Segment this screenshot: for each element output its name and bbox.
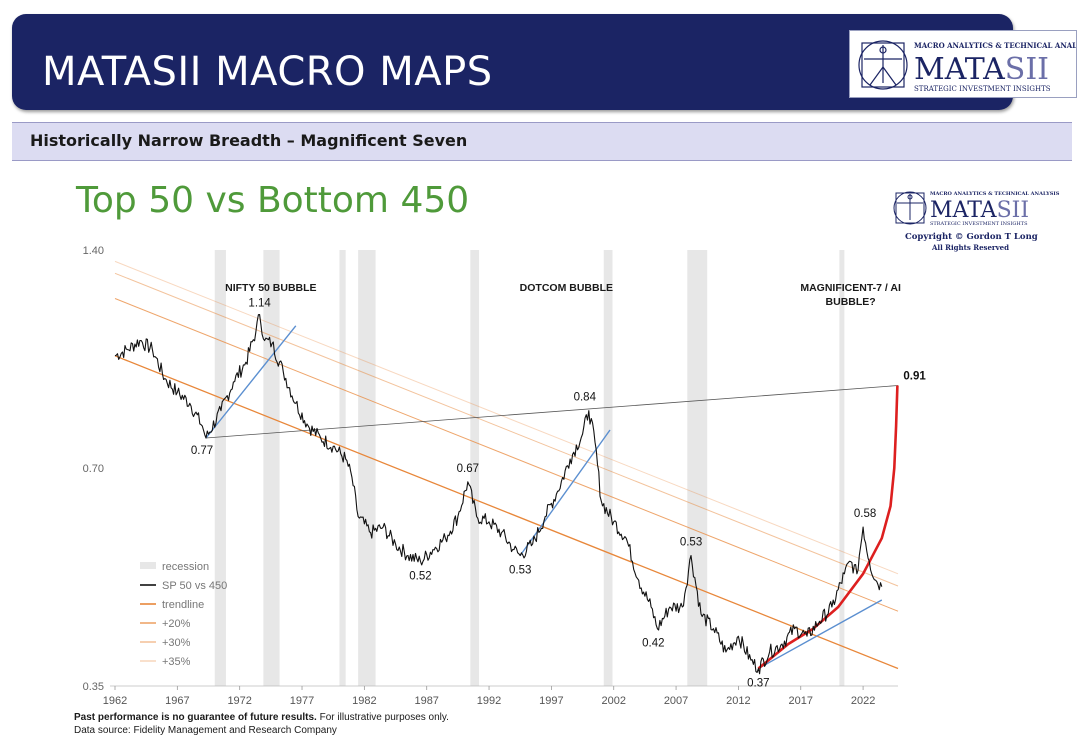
parabolic-curve	[757, 385, 899, 670]
app-title: MATASII MACRO MAPS	[42, 49, 493, 95]
annotation-text: MAGNIFICENT-7 / AI	[800, 282, 901, 294]
recession-band	[687, 250, 708, 686]
data-label: 0.67	[457, 463, 479, 475]
x-tick-label: 1987	[414, 695, 438, 707]
data-label: 0.58	[854, 508, 876, 520]
y-tick-label: 0.35	[83, 681, 104, 693]
x-tick-label: 2022	[851, 695, 875, 707]
recession-band	[339, 250, 346, 686]
footer-disclaimer: Past performance is no guarantee of futu…	[74, 712, 449, 723]
annotation-text: DOTCOM BUBBLE	[520, 282, 613, 294]
y-tick-label: 0.70	[83, 463, 104, 475]
header-banner: MATASII MACRO MAPS	[12, 14, 1013, 110]
annotation-text: BUBBLE?	[826, 296, 876, 308]
svg-text:MATASII: MATASII	[914, 52, 1049, 87]
chart-logo-rights: All Rights Reserved	[931, 243, 1009, 252]
chart-logo-copyright: Copyright © Gordon T Long	[905, 232, 1038, 242]
subheader-bar: Historically Narrow Breadth – Magnificen…	[12, 122, 1072, 161]
trendline-20	[114, 298, 899, 612]
svg-text:MATASII: MATASII	[930, 198, 1029, 223]
x-tick-label: 1972	[227, 695, 251, 707]
matasii-logo: MACRO ANALYTICS & TECHNICAL ANALYSIS MAT…	[858, 40, 1082, 93]
logo-tagline: STRATEGIC INVESTMENT INSIGHTS	[914, 85, 1051, 93]
vitruvian-icon	[858, 40, 908, 90]
connector-line	[205, 385, 899, 439]
trendline-35	[114, 260, 899, 575]
data-label: 1.14	[248, 298, 271, 310]
footer-disclaimer-rest: For illustrative purposes only.	[316, 712, 449, 723]
x-tick-label: 1962	[103, 695, 127, 707]
trendline-30	[114, 272, 899, 587]
data-label: 0.53	[680, 536, 702, 548]
data-labels: 1.14 0.77 0.52 0.67 0.53 0.84 0.53 0.42 0.37 0.58…	[191, 298, 927, 690]
footer-disclaimer-bold: Past performance is no guarantee of futu…	[74, 712, 317, 723]
chart-logo-brand-light: SII	[997, 198, 1029, 223]
trendline-trendline	[114, 355, 899, 670]
logo-brand-dark: MATA	[914, 52, 1005, 87]
x-tick-label: 2017	[789, 695, 813, 707]
x-tick-label: 1977	[290, 695, 314, 707]
legend-label: trendline	[162, 599, 204, 611]
bubble-trendline	[519, 429, 611, 556]
legend-label: SP 50 vs 450	[162, 580, 227, 592]
chart-overlays	[205, 325, 899, 670]
chart-legend: recession SP 50 vs 450 trendline +20% +30% +3…	[140, 561, 227, 668]
bubble-trendline	[758, 599, 883, 670]
chart-logo-top-line: MACRO ANALYTICS & TECHNICAL ANALYSIS	[930, 191, 1060, 197]
legend-label: recession	[162, 561, 209, 573]
data-label: 0.53	[509, 564, 531, 576]
recession-band	[603, 250, 613, 686]
bubble-trendline	[205, 325, 297, 439]
data-label: 0.42	[642, 638, 664, 650]
x-tick-label: 2007	[664, 695, 688, 707]
x-tick-label: 1997	[539, 695, 563, 707]
logo-brand-light: SII	[1005, 52, 1049, 87]
legend-label: +35%	[162, 656, 191, 668]
x-tick-label: 1992	[477, 695, 501, 707]
logo-top-line: MACRO ANALYTICS & TECHNICAL ANALYSIS	[914, 41, 1076, 50]
x-tick-label: 1967	[165, 695, 189, 707]
data-label: 0.84	[574, 392, 597, 404]
recession-band	[263, 250, 280, 686]
footer-source: Data source: Fidelity Management and Res…	[74, 725, 337, 736]
chart-logo-tagline: STRATEGIC INVESTMENT INSIGHTS	[930, 221, 1028, 227]
recession-band	[839, 250, 845, 686]
data-label: 0.77	[191, 445, 213, 457]
data-label: 0.91	[903, 370, 926, 382]
recession-bands	[214, 250, 845, 686]
header-logo: MACRO ANALYTICS & TECHNICAL ANALYSIS MAT…	[849, 30, 1082, 98]
series-layer	[114, 314, 883, 675]
x-tick-label: 2002	[601, 695, 625, 707]
chart-axes: 1.40 0.70 0.35 1962 1967 1972 1977 1982 1987 1992…	[83, 245, 898, 707]
recession-band	[358, 250, 376, 686]
legend-swatch	[140, 562, 156, 569]
series-line-sp50-vs-450	[114, 314, 883, 675]
recession-band	[470, 250, 480, 686]
recession-band	[214, 250, 226, 686]
legend-label: +20%	[162, 618, 191, 630]
legend-label: +30%	[162, 637, 191, 649]
subheader-title: Historically Narrow Breadth – Magnificen…	[30, 131, 468, 150]
annotations: NIFTY 50 BUBBLE DOTCOM BUBBLE MAGNIFICENT-…	[225, 282, 901, 308]
x-tick-label: 2012	[726, 695, 750, 707]
x-tick-label: 1982	[352, 695, 376, 707]
data-label: 0.52	[409, 570, 431, 582]
chart-logo: MACRO ANALYTICS & TECHNICAL ANALYSIS MAT…	[890, 184, 1070, 254]
data-label: 0.37	[747, 678, 769, 690]
chart-title: Top 50 vs Bottom 450	[76, 180, 470, 221]
chart-logo-brand-dark: MATA	[930, 198, 998, 223]
trendlines	[114, 260, 899, 670]
annotation-text: NIFTY 50 BUBBLE	[225, 282, 316, 294]
y-tick-label: 1.40	[83, 245, 104, 257]
vitruvian-icon	[893, 191, 927, 225]
